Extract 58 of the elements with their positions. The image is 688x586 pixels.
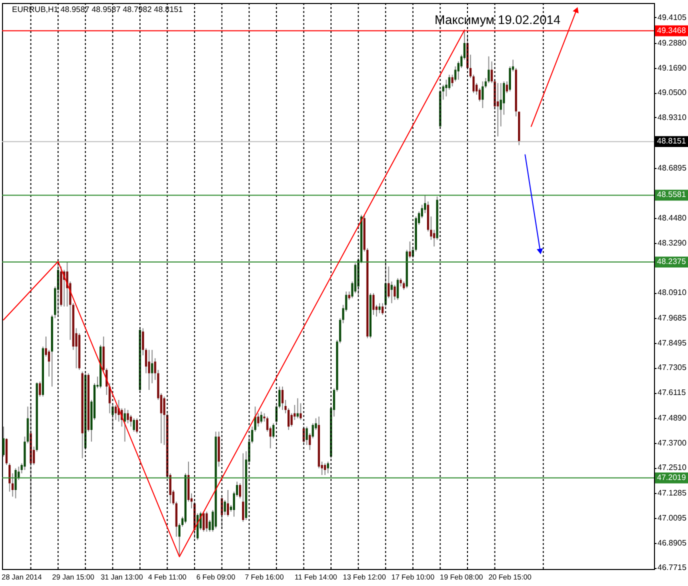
ref-line-label: 47.2019 <box>657 472 686 482</box>
candlestick <box>281 386 284 410</box>
candlestick <box>206 511 208 532</box>
candlestick <box>488 56 490 84</box>
y-tick-label: 47.3700 <box>658 438 687 448</box>
candlestick <box>496 82 499 137</box>
candlestick <box>151 349 154 384</box>
y-tick-label: 48.3290 <box>658 238 687 248</box>
candlestick <box>324 462 326 476</box>
y-tick-label: 48.6895 <box>658 163 687 172</box>
y-tick-label: 46.7715 <box>658 563 687 572</box>
candlestick <box>260 411 262 424</box>
ref-line-label: 48.8151 <box>657 136 686 146</box>
candlestick <box>300 402 302 420</box>
y-tick-label: 49.2880 <box>658 38 687 48</box>
candlestick <box>396 278 399 300</box>
candlestick <box>326 461 330 474</box>
y-tick-label: 47.0095 <box>658 514 687 523</box>
ref-line-label: 48.5581 <box>657 190 686 200</box>
candlestick <box>372 292 375 316</box>
chart-title: EURRUB,H1 48.9587 48.9587 48.7982 48.8151 <box>12 5 184 14</box>
candlestick <box>226 489 229 518</box>
candlestick <box>378 302 381 314</box>
y-tick-label: 48.4480 <box>658 214 687 223</box>
candlestick <box>8 462 11 492</box>
annotation: Максимум 19.02.2014 <box>434 12 560 27</box>
candlestick <box>482 80 484 109</box>
y-tick-label: 48.0910 <box>658 288 687 298</box>
candlestick <box>382 302 384 316</box>
y-tick-label: 49.0500 <box>658 88 687 98</box>
y-tick-label: 47.8495 <box>658 338 687 348</box>
candlestick <box>390 281 393 304</box>
y-tick-label: 47.1285 <box>658 488 687 498</box>
y-tick-label: 49.4105 <box>658 12 687 22</box>
y-tick-label: 47.2510 <box>658 463 687 472</box>
ref-line-label: 48.2375 <box>657 257 686 266</box>
y-tick-label: 48.9310 <box>658 112 687 122</box>
candlestick <box>257 412 260 428</box>
candlestick <box>130 414 132 428</box>
candlestick <box>114 404 117 420</box>
candlestick <box>445 79 448 97</box>
y-tick-label: 49.1690 <box>658 63 687 72</box>
y-tick-label: 46.8905 <box>658 538 687 548</box>
y-tick-label: 47.4890 <box>658 414 687 423</box>
candlestick <box>136 418 138 434</box>
candlestick <box>202 511 205 532</box>
candlestick <box>126 409 129 424</box>
candlestick <box>394 284 396 300</box>
candlestick <box>388 266 390 299</box>
y-tick-label: 47.6115 <box>658 388 686 398</box>
candlestick <box>38 381 41 398</box>
candlestick <box>242 452 244 522</box>
y-tick-label: 47.7305 <box>658 363 687 372</box>
y-tick-label: 47.9685 <box>658 314 687 323</box>
ref-line-label: 49.3468 <box>657 26 686 35</box>
candlestick <box>408 240 411 259</box>
candlestick <box>148 349 150 390</box>
candlestick <box>132 418 135 432</box>
